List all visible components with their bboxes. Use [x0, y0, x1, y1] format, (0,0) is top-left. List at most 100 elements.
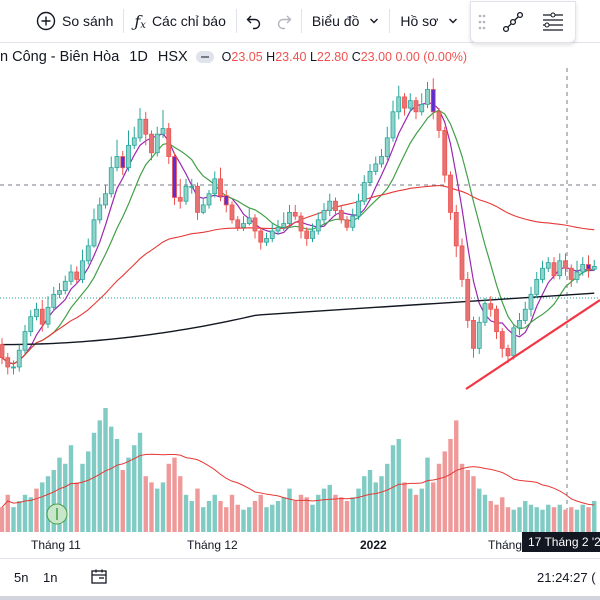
- volume-bar: [488, 501, 493, 532]
- undo-button[interactable]: [239, 6, 269, 36]
- chevron-down-icon: [448, 16, 458, 26]
- volume-bar: [385, 463, 390, 532]
- volume-bar: [68, 445, 74, 532]
- candle-body: [68, 271, 74, 282]
- volume-bar: [201, 507, 206, 532]
- volume-bar: [103, 408, 108, 532]
- candle-body: [327, 200, 333, 211]
- toolbar-separator: [389, 9, 391, 33]
- ohlc-values: O23.05 H23.40 L22.80 C23.00 0.00 (0.00%): [222, 50, 467, 64]
- range-5n-button[interactable]: 5n: [14, 570, 29, 585]
- volume-bar: [580, 504, 585, 532]
- candle-body: [384, 137, 390, 157]
- volume-bar: [563, 509, 568, 532]
- redo-button[interactable]: [269, 6, 299, 36]
- candle-body: [200, 204, 206, 213]
- candle-body: [494, 308, 499, 332]
- volume-bar: [212, 494, 217, 532]
- fib-lines-tool-icon[interactable]: [533, 3, 573, 41]
- candle-body: [275, 226, 281, 232]
- volume-bar: [132, 445, 137, 532]
- volume-bar: [34, 488, 39, 532]
- volume-bar: [465, 470, 470, 532]
- volume-bar: [206, 501, 212, 532]
- high-prefix: H: [266, 50, 276, 64]
- volume-bar: [316, 494, 321, 532]
- volume-bar: [592, 501, 597, 532]
- candle-body: [287, 211, 292, 224]
- volume-bar: [356, 488, 361, 532]
- chart-overlay: [46, 299, 600, 525]
- volume-bar: [63, 463, 68, 532]
- volume-ma-line: [1, 453, 595, 508]
- candle-body: [390, 111, 396, 139]
- price-chart[interactable]: [0, 68, 600, 532]
- volume-bar: [379, 476, 384, 532]
- candle-body: [591, 265, 597, 270]
- candle-body: [183, 185, 189, 202]
- range-1n-button[interactable]: 1n: [43, 570, 58, 585]
- candle-body: [419, 103, 425, 113]
- volume-bar: [505, 507, 511, 532]
- candle-body: [367, 171, 373, 183]
- candle-body: [321, 210, 327, 221]
- toolbar-separator: [123, 9, 125, 33]
- chart-type-dropdown[interactable]: Biểu đồ: [304, 6, 387, 36]
- volume-bar: [569, 507, 574, 532]
- volume-bar: [143, 476, 148, 532]
- volume-bar: [454, 420, 459, 532]
- candle-body: [534, 279, 540, 295]
- volume-bar: [482, 494, 488, 532]
- clock-readout: 21:24:27 (: [537, 570, 596, 585]
- candle-body: [315, 219, 321, 232]
- ma-mid-line: [1, 109, 595, 365]
- volume-bar: [74, 482, 79, 532]
- time-label-2022: 2022: [360, 538, 387, 552]
- candle-body: [91, 219, 97, 247]
- volume-bar: [459, 463, 465, 532]
- volume-bar: [172, 457, 177, 532]
- volume-bar: [551, 507, 557, 532]
- candle-body: [149, 133, 154, 154]
- candle-body: [85, 245, 91, 262]
- plus-circle-icon: [36, 11, 56, 31]
- candle-body: [557, 260, 563, 277]
- candle-body: [34, 308, 39, 318]
- candle-body: [511, 327, 517, 357]
- volume-bar: [229, 494, 235, 532]
- volume-bar: [471, 476, 476, 532]
- candle-body: [143, 118, 149, 135]
- volume-bar: [511, 509, 516, 532]
- compare-label: So sánh: [62, 13, 114, 29]
- candle-body: [114, 156, 120, 169]
- volume-bar: [155, 488, 160, 532]
- date-range-icon[interactable]: [90, 568, 108, 586]
- candle-body: [402, 96, 407, 109]
- candle-body: [482, 303, 488, 323]
- volume-bar: [57, 457, 62, 532]
- volume-bar: [97, 420, 102, 532]
- candle-body: [396, 96, 402, 113]
- profile-label: Hồ sơ: [400, 13, 439, 29]
- volume-bar: [431, 482, 436, 532]
- volume-bar: [448, 439, 453, 532]
- close-value: 23.00: [360, 50, 392, 64]
- compare-button[interactable]: So sánh: [0, 6, 121, 36]
- volume-bar: [413, 494, 419, 532]
- drag-handle-icon[interactable]: [471, 3, 493, 41]
- profile-dropdown[interactable]: Hồ sơ: [392, 6, 466, 36]
- volume-bar: [45, 476, 51, 532]
- trendline-tool-icon[interactable]: [493, 3, 533, 41]
- candle-body: [246, 217, 252, 224]
- candle-body: [189, 185, 195, 188]
- candle-body: [126, 144, 131, 169]
- volume-bar: [218, 501, 223, 532]
- candle-body: [413, 100, 419, 113]
- candle-body: [522, 308, 528, 321]
- candle-body: [459, 245, 465, 280]
- volume-bar: [344, 501, 350, 532]
- chart-type-label: Biểu đồ: [311, 13, 360, 29]
